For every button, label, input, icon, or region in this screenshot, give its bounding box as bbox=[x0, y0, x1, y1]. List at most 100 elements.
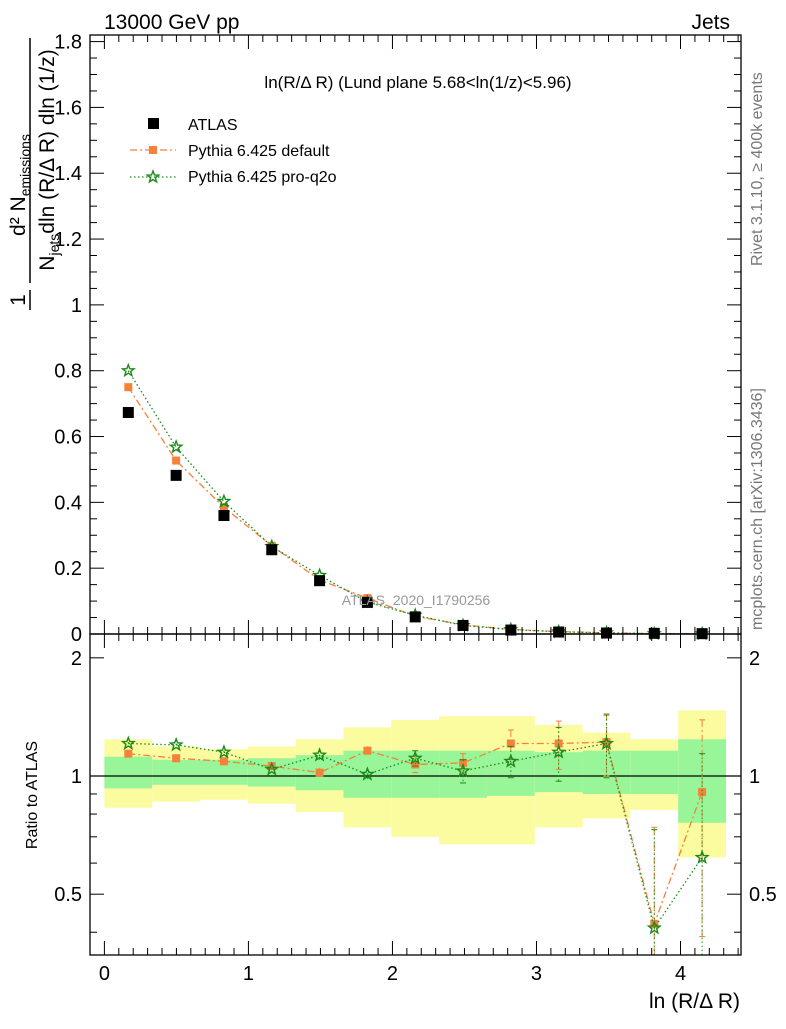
ratio-bands bbox=[90, 710, 741, 858]
main-point-pythia-6-425-pro-q2o-0 bbox=[120, 362, 136, 378]
xtick-label: 4 bbox=[675, 963, 686, 985]
ratio-series bbox=[120, 713, 710, 955]
ratio-point-pythia-6-425-default-0 bbox=[124, 749, 133, 758]
ylabel-numerator-sub: emissions bbox=[17, 134, 33, 196]
main-point-atlas-7 bbox=[457, 619, 469, 631]
main-point-pythia-6-425-pro-q2o-2 bbox=[216, 493, 232, 508]
main-point-atlas-5 bbox=[361, 596, 373, 608]
main-ytick-label: 0 bbox=[71, 624, 82, 646]
ratio-ytick-label-right: 2 bbox=[749, 648, 760, 670]
ratio-point-pythia-6-425-default-3 bbox=[267, 762, 276, 771]
main-ytick-label: 1.2 bbox=[54, 229, 82, 251]
ylabel-numerator: d² Nemissions bbox=[7, 134, 33, 236]
legend-entry-pythia-default: Pythia 6.425 default bbox=[130, 143, 330, 160]
ratio-point-pythia-6-425-default-8 bbox=[506, 739, 515, 748]
ratio-point-pythia-6-425-pro-q2o-10 bbox=[598, 735, 615, 750]
main-ytick-label: 0.8 bbox=[54, 361, 82, 383]
ylabel-prefix: 1 bbox=[7, 294, 30, 306]
inner-band-11 bbox=[630, 750, 679, 794]
main-ylabel: 1 d² Nemissions Njetsdln (R/Δ R) dln (1/… bbox=[7, 38, 62, 310]
ratio-point-pythia-6-425-pro-q2o-12 bbox=[694, 849, 710, 864]
mcplots-label: mcplots.cern.ch [arXiv:1306.3436] bbox=[749, 388, 766, 630]
ylabel-denominator-sub: jets bbox=[46, 234, 62, 257]
axes: 0 0.2 0.4 0.6 0.8 1 1.2 1.4 1.6 1.8 0 1 2 3 4 0.5 0.5 1 1 2… bbox=[54, 32, 777, 985]
ratio-point-pythia-6-425-default-2 bbox=[219, 757, 228, 766]
main-ytick-label: 1.6 bbox=[54, 97, 82, 119]
plot-title: ln(R/Δ R) (Lund plane 5.68<ln(1/z)<5.96) bbox=[264, 73, 571, 92]
xtick-label: 3 bbox=[531, 963, 542, 985]
x-axis-label: ln (R/Δ R) bbox=[649, 990, 740, 1013]
main-point-pythia-6-425-default-0 bbox=[124, 383, 133, 392]
main-point-atlas-11 bbox=[648, 627, 660, 639]
ratio-ytick-label-right: 0.5 bbox=[749, 884, 777, 906]
main-point-atlas-4 bbox=[314, 575, 326, 587]
legend-default-square-icon bbox=[149, 146, 157, 154]
ratio-ytick-label-left: 1 bbox=[71, 766, 82, 788]
ratio-point-pythia-6-425-pro-q2o-4 bbox=[311, 747, 328, 762]
main-point-atlas-6 bbox=[409, 611, 421, 623]
ratio-point-pythia-6-425-pro-q2o-5 bbox=[359, 766, 375, 781]
header-right: Jets bbox=[691, 11, 730, 34]
ratio-ytick-label-right: 1 bbox=[749, 766, 760, 788]
ylabel-denominator-main: N bbox=[36, 256, 59, 271]
ratio-point-pythia-6-425-pro-q2o-0 bbox=[120, 735, 136, 750]
header-left: 13000 GeV pp bbox=[104, 11, 239, 34]
legend-proq2o-star-icon bbox=[145, 169, 161, 184]
main-point-atlas-0 bbox=[122, 407, 134, 419]
inner-band-1 bbox=[152, 759, 201, 785]
main-ytick-label: 1 bbox=[71, 295, 82, 317]
ratio-point-pythia-6-425-pro-q2o-9 bbox=[551, 744, 567, 759]
ratio-point-pythia-6-425-pro-q2o-11 bbox=[646, 920, 662, 935]
main-point-atlas-8 bbox=[505, 624, 517, 636]
inner-band-8 bbox=[486, 750, 535, 796]
main-point-atlas-1 bbox=[170, 469, 182, 481]
ratio-point-pythia-6-425-pro-q2o-3 bbox=[264, 761, 280, 776]
ratio-point-pythia-6-425-pro-q2o-6 bbox=[407, 750, 423, 765]
main-point-pythia-6-425-default-1 bbox=[172, 456, 181, 465]
ratio-point-pythia-6-425-pro-q2o-7 bbox=[455, 762, 471, 778]
ylabel-denominator-rest: dln (R/Δ R) dln (1/z) bbox=[36, 49, 59, 233]
inner-band-0 bbox=[104, 756, 153, 789]
ratio-point-pythia-6-425-default-10 bbox=[602, 738, 611, 747]
xtick-label: 1 bbox=[243, 963, 254, 985]
main-point-pythia-6-425-default-2 bbox=[219, 503, 228, 512]
ratio-frame bbox=[89, 633, 742, 956]
main-ytick-label: 1.8 bbox=[54, 32, 82, 54]
ratio-ylabel: Ratio to ATLAS bbox=[24, 741, 41, 849]
ratio-point-pythia-6-425-default-7 bbox=[459, 758, 468, 767]
ratio-point-pythia-6-425-default-12 bbox=[698, 788, 707, 797]
legend: ATLAS Pythia 6.425 default Pythia 6.425 … bbox=[130, 117, 337, 186]
ratio-point-pythia-6-425-pro-q2o-1 bbox=[168, 736, 184, 752]
legend-entry-pythia-proq2o: Pythia 6.425 pro-q2o bbox=[130, 169, 337, 186]
ratio-point-pythia-6-425-pro-q2o-8 bbox=[503, 753, 519, 768]
ratio-point-pythia-6-425-default-6 bbox=[411, 760, 420, 769]
xtick-label: 2 bbox=[387, 963, 398, 985]
ratio-point-pythia-6-425-default-4 bbox=[315, 768, 324, 777]
main-ytick-label: 0.6 bbox=[54, 427, 82, 449]
main-point-atlas-9 bbox=[553, 626, 565, 638]
ratio-ytick-label-left: 2 bbox=[71, 648, 82, 670]
main-point-atlas-10 bbox=[600, 627, 612, 639]
ratio-point-pythia-6-425-default-5 bbox=[363, 746, 372, 755]
ylabel-denominator: Njetsdln (R/Δ R) dln (1/z) bbox=[36, 49, 62, 270]
rivet-label: Rivet 3.1.10, ≥ 400k events bbox=[749, 72, 766, 266]
legend-atlas-square-icon bbox=[148, 118, 159, 129]
legend-label-pythia-default: Pythia 6.425 default bbox=[188, 143, 330, 160]
legend-label-atlas: ATLAS bbox=[188, 117, 238, 134]
ratio-ytick-label-left: 0.5 bbox=[54, 884, 82, 906]
legend-label-pythia-proq2o: Pythia 6.425 pro-q2o bbox=[188, 169, 337, 186]
main-ytick-label: 1.4 bbox=[54, 163, 82, 185]
ratio-point-pythia-6-425-default-1 bbox=[172, 754, 181, 763]
ratio-point-pythia-6-425-pro-q2o-2 bbox=[216, 744, 232, 759]
main-point-pythia-6-425-pro-q2o-1 bbox=[168, 439, 184, 454]
watermark: ATLAS_2020_I1790256 bbox=[342, 592, 491, 608]
xtick-label: 0 bbox=[99, 963, 110, 985]
main-ytick-label: 0.2 bbox=[54, 558, 82, 580]
legend-entry-atlas: ATLAS bbox=[148, 117, 238, 134]
main-ytick-label: 0.4 bbox=[54, 492, 82, 514]
main-point-atlas-2 bbox=[218, 510, 230, 522]
main-point-atlas-3 bbox=[266, 544, 278, 556]
ylabel-numerator-main: d² N bbox=[7, 196, 30, 236]
